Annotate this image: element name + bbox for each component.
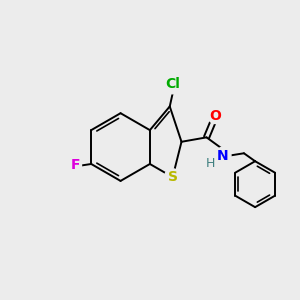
Text: N: N [217, 148, 229, 163]
Circle shape [163, 75, 182, 94]
Circle shape [164, 169, 181, 185]
Circle shape [69, 159, 82, 172]
Circle shape [214, 147, 231, 164]
Text: H: H [206, 158, 215, 170]
Text: O: O [209, 109, 221, 123]
Circle shape [205, 158, 216, 170]
Text: Cl: Cl [165, 77, 180, 92]
Text: S: S [168, 170, 178, 184]
Circle shape [208, 109, 223, 124]
Text: F: F [70, 158, 80, 172]
